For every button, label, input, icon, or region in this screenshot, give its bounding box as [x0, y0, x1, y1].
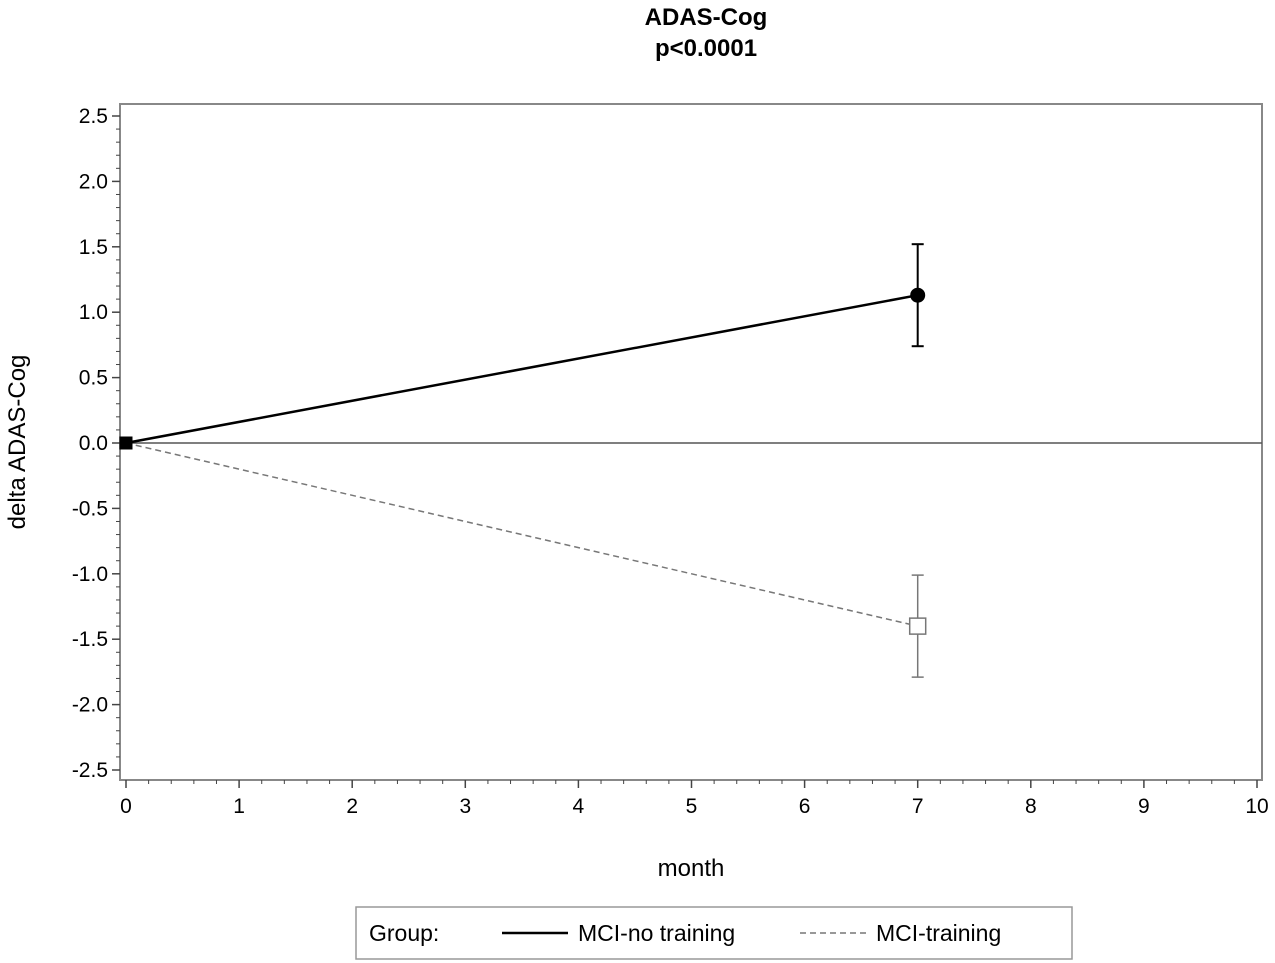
x-axis: 0 1 2 3 4 5 6 7 8 9 10 — [120, 780, 1269, 818]
x-tick-label: 4 — [573, 795, 585, 818]
y-tick-label: -2.0 — [72, 694, 108, 717]
y-tick-label: -1.0 — [72, 563, 108, 586]
x-tick-label: 5 — [686, 795, 698, 818]
chart-title: ADAS-Cog — [645, 4, 768, 31]
y-tick-label: -1.5 — [72, 628, 108, 651]
data-point-mci-training — [119, 436, 133, 450]
x-tick-label: 6 — [799, 795, 811, 818]
y-tick-label: 2.0 — [79, 170, 108, 193]
series-line-mci-training — [125, 442, 918, 627]
data-point-mci-no-training — [910, 287, 926, 303]
y-tick-label: 1.0 — [79, 301, 108, 324]
series-layer — [119, 243, 927, 678]
x-tick-label: 1 — [233, 795, 245, 818]
x-axis-label: month — [658, 855, 725, 882]
x-tick-label: 7 — [912, 795, 924, 818]
x-tick-label: 2 — [346, 795, 358, 818]
y-tick-label: -0.5 — [72, 497, 108, 520]
y-axis-label: delta ADAS-Cog — [4, 355, 31, 530]
y-tick-label: 0.0 — [79, 432, 108, 455]
legend-title: Group: — [369, 920, 439, 946]
plot-frame — [119, 103, 1263, 781]
x-tick-label: 0 — [120, 795, 132, 818]
legend: Group: MCI-no training MCI-training — [355, 906, 1073, 960]
y-tick-label: -2.5 — [72, 759, 108, 782]
data-point-mci-training — [908, 617, 927, 635]
x-tick-label: 9 — [1138, 795, 1150, 818]
legend-box — [355, 906, 1073, 960]
legend-label-mci-training: MCI-training — [876, 920, 1001, 946]
x-tick-label: 3 — [459, 795, 471, 818]
x-tick-label: 8 — [1025, 795, 1037, 818]
y-tick-label: 2.5 — [79, 105, 108, 128]
chart-subtitle: p<0.0001 — [655, 35, 757, 62]
y-tick-label: 0.5 — [79, 367, 108, 390]
series-line-mci-no-training — [125, 293, 918, 445]
y-axis: 2.5 2.0 1.5 1.0 0.5 0.0 -0.5 -1.0 -1.5 -2.0 -2.5 — [72, 105, 120, 782]
x-tick-label: 10 — [1245, 795, 1268, 818]
legend-label-mci-no-training: MCI-no training — [578, 920, 735, 946]
y-tick-label: 1.5 — [79, 236, 108, 259]
